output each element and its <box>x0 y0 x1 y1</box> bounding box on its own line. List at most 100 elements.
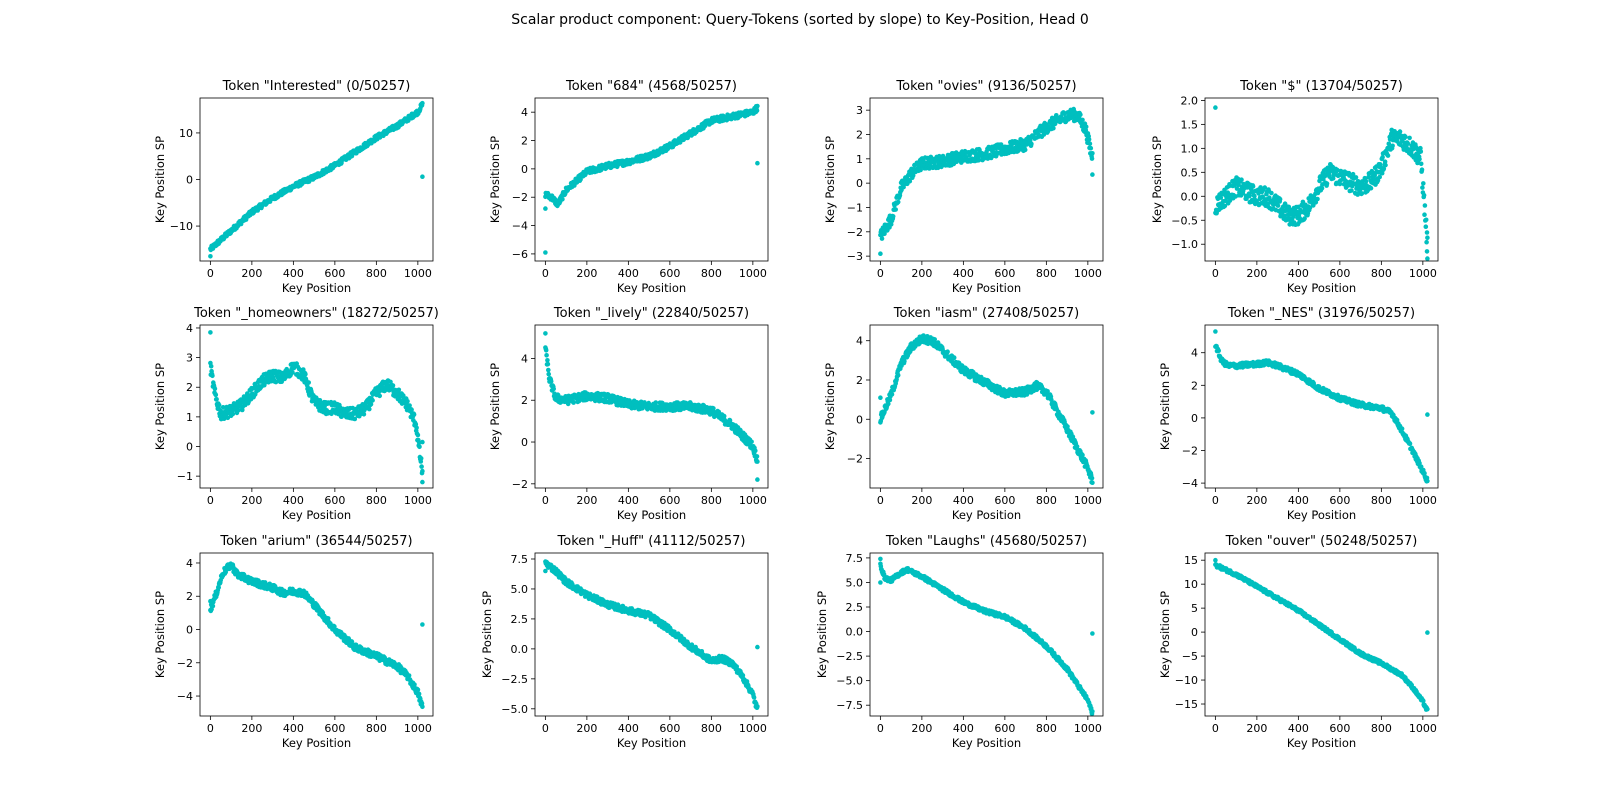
y-tick-label: 2 <box>521 394 528 407</box>
y-tick-label: −4 <box>512 220 528 233</box>
data-point <box>1090 151 1095 156</box>
y-tick-label: −4 <box>1182 477 1198 490</box>
outlier-point <box>878 395 883 401</box>
y-tick-label: 4 <box>1191 347 1198 360</box>
x-tick-label: 0 <box>1212 494 1219 507</box>
data-point <box>888 222 894 227</box>
y-axis-label: Key Position SP <box>823 363 837 450</box>
x-tick-label: 1000 <box>1409 267 1437 280</box>
x-tick-label: 400 <box>1288 267 1309 280</box>
subplot-10: 0 200 400 600 800 1000−5.0−2.50.02.55.07.5Tok… <box>480 534 769 750</box>
y-tick-label: −6 <box>512 248 528 261</box>
subplot-title: Token "$" (13704/50257) <box>1239 79 1403 94</box>
data-point <box>390 383 396 388</box>
data-point <box>749 439 754 445</box>
data-point <box>755 459 760 464</box>
data-point <box>895 199 901 205</box>
data-point <box>411 412 417 417</box>
data-point <box>417 444 422 450</box>
x-tick-label: 400 <box>283 494 304 507</box>
y-tick-label: 1 <box>186 411 193 424</box>
data-point <box>210 373 215 379</box>
data-point <box>1423 217 1429 223</box>
x-tick-label: 0 <box>877 267 884 280</box>
scatter-series <box>878 333 1095 486</box>
x-tick-label: 600 <box>659 494 680 507</box>
plot-frame <box>869 324 1104 489</box>
y-tick-label: 2.0 <box>1181 94 1199 107</box>
x-tick-label: 600 <box>994 494 1015 507</box>
x-tick-label: 0 <box>542 267 549 280</box>
x-tick-label: 0 <box>877 494 884 507</box>
y-tick-label: 4 <box>186 557 193 570</box>
x-tick-label: 600 <box>1329 494 1350 507</box>
x-tick-label: 600 <box>1329 267 1350 280</box>
outlier-point <box>878 251 883 256</box>
x-tick-label: 600 <box>324 722 345 735</box>
y-tick-label: 2 <box>186 590 193 603</box>
data-point <box>370 398 375 403</box>
x-tick-label: 400 <box>953 494 974 507</box>
data-point <box>546 367 551 373</box>
subplot-title: Token "_lively" (22840/50257) <box>553 306 749 321</box>
data-point <box>755 103 760 109</box>
x-axis-label: Key Position <box>952 281 1021 295</box>
subplot-title: Token "iasm" (27408/50257) <box>893 306 1079 321</box>
outlier-point <box>1213 329 1218 334</box>
y-tick-label: 0 <box>521 436 528 449</box>
data-point <box>1417 156 1422 162</box>
data-point <box>420 704 425 710</box>
data-point <box>416 691 422 697</box>
data-point <box>1315 196 1320 202</box>
y-tick-label: 1.0 <box>1181 142 1199 155</box>
x-tick-label: 1000 <box>739 267 767 280</box>
outlier-point <box>208 253 213 259</box>
x-tick-label: 800 <box>701 494 722 507</box>
data-point <box>1022 147 1028 153</box>
x-axis-label: Key Position <box>617 281 686 295</box>
x-tick-label: 800 <box>366 722 387 735</box>
x-tick-label: 600 <box>994 267 1015 280</box>
outlier-point <box>420 439 425 445</box>
data-point <box>420 468 425 474</box>
outlier-point <box>543 331 548 336</box>
x-tick-label: 1000 <box>1074 267 1102 280</box>
scatter-series <box>543 103 760 255</box>
data-point <box>754 454 760 459</box>
y-tick-label: −4 <box>177 690 193 703</box>
x-tick-label: 200 <box>1246 494 1267 507</box>
y-axis-label: Key Position SP <box>1158 363 1172 450</box>
x-axis-label: Key Position <box>282 281 351 295</box>
data-point <box>551 386 556 392</box>
data-point <box>1397 129 1403 134</box>
subplot-title: Token "ovies" (9136/50257) <box>895 79 1076 94</box>
x-tick-label: 400 <box>283 722 304 735</box>
outlier-point <box>543 250 548 255</box>
y-tick-label: 0 <box>521 163 528 176</box>
data-point <box>1216 348 1221 354</box>
subplot-4: 0 200 400 600 800 1000−1.0−0.50.00.51.01.52.0… <box>1150 79 1439 295</box>
y-axis-label: Key Position SP <box>1150 136 1164 223</box>
y-tick-label: 1.5 <box>1181 118 1199 131</box>
data-point <box>230 411 236 417</box>
data-point <box>1083 124 1089 130</box>
y-tick-label: 4 <box>856 335 863 348</box>
scatter-series <box>208 330 425 485</box>
data-point <box>998 142 1004 147</box>
data-point <box>306 380 312 385</box>
outlier-point <box>420 174 425 179</box>
x-axis-label: Key Position <box>1287 281 1356 295</box>
x-axis-label: Key Position <box>282 736 351 750</box>
data-point <box>1239 177 1244 182</box>
x-tick-label: 200 <box>241 267 262 280</box>
y-tick-label: −1.0 <box>1171 238 1198 251</box>
data-point <box>754 108 760 113</box>
data-point <box>1247 193 1252 199</box>
data-point <box>1377 174 1382 180</box>
data-point <box>1089 156 1095 161</box>
data-point <box>1368 185 1374 191</box>
x-tick-label: 200 <box>1246 267 1267 280</box>
